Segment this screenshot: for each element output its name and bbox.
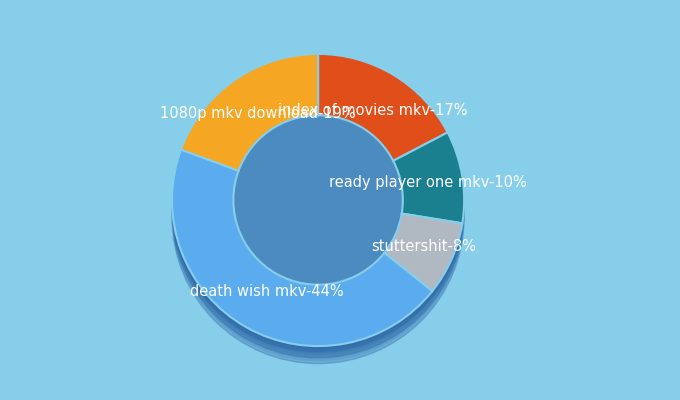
Text: death wish mkv-44%: death wish mkv-44%	[190, 284, 343, 299]
Ellipse shape	[172, 72, 464, 364]
Polygon shape	[174, 229, 462, 361]
Text: 1080p mkv download-19%: 1080p mkv download-19%	[160, 106, 356, 121]
Text: stuttershit-8%: stuttershit-8%	[371, 239, 476, 254]
Text: ready player one mkv-10%: ready player one mkv-10%	[329, 175, 526, 190]
Ellipse shape	[172, 60, 464, 352]
Polygon shape	[174, 224, 462, 355]
Polygon shape	[174, 220, 462, 351]
Polygon shape	[174, 218, 462, 350]
Wedge shape	[384, 214, 462, 291]
Wedge shape	[172, 150, 432, 346]
Polygon shape	[174, 226, 462, 357]
Wedge shape	[181, 54, 318, 171]
Wedge shape	[318, 54, 447, 161]
Polygon shape	[174, 222, 462, 353]
Polygon shape	[174, 216, 462, 348]
Text: index of movies mkv-17%: index of movies mkv-17%	[278, 102, 467, 118]
Ellipse shape	[172, 66, 464, 358]
Polygon shape	[174, 228, 462, 359]
Wedge shape	[393, 132, 464, 223]
